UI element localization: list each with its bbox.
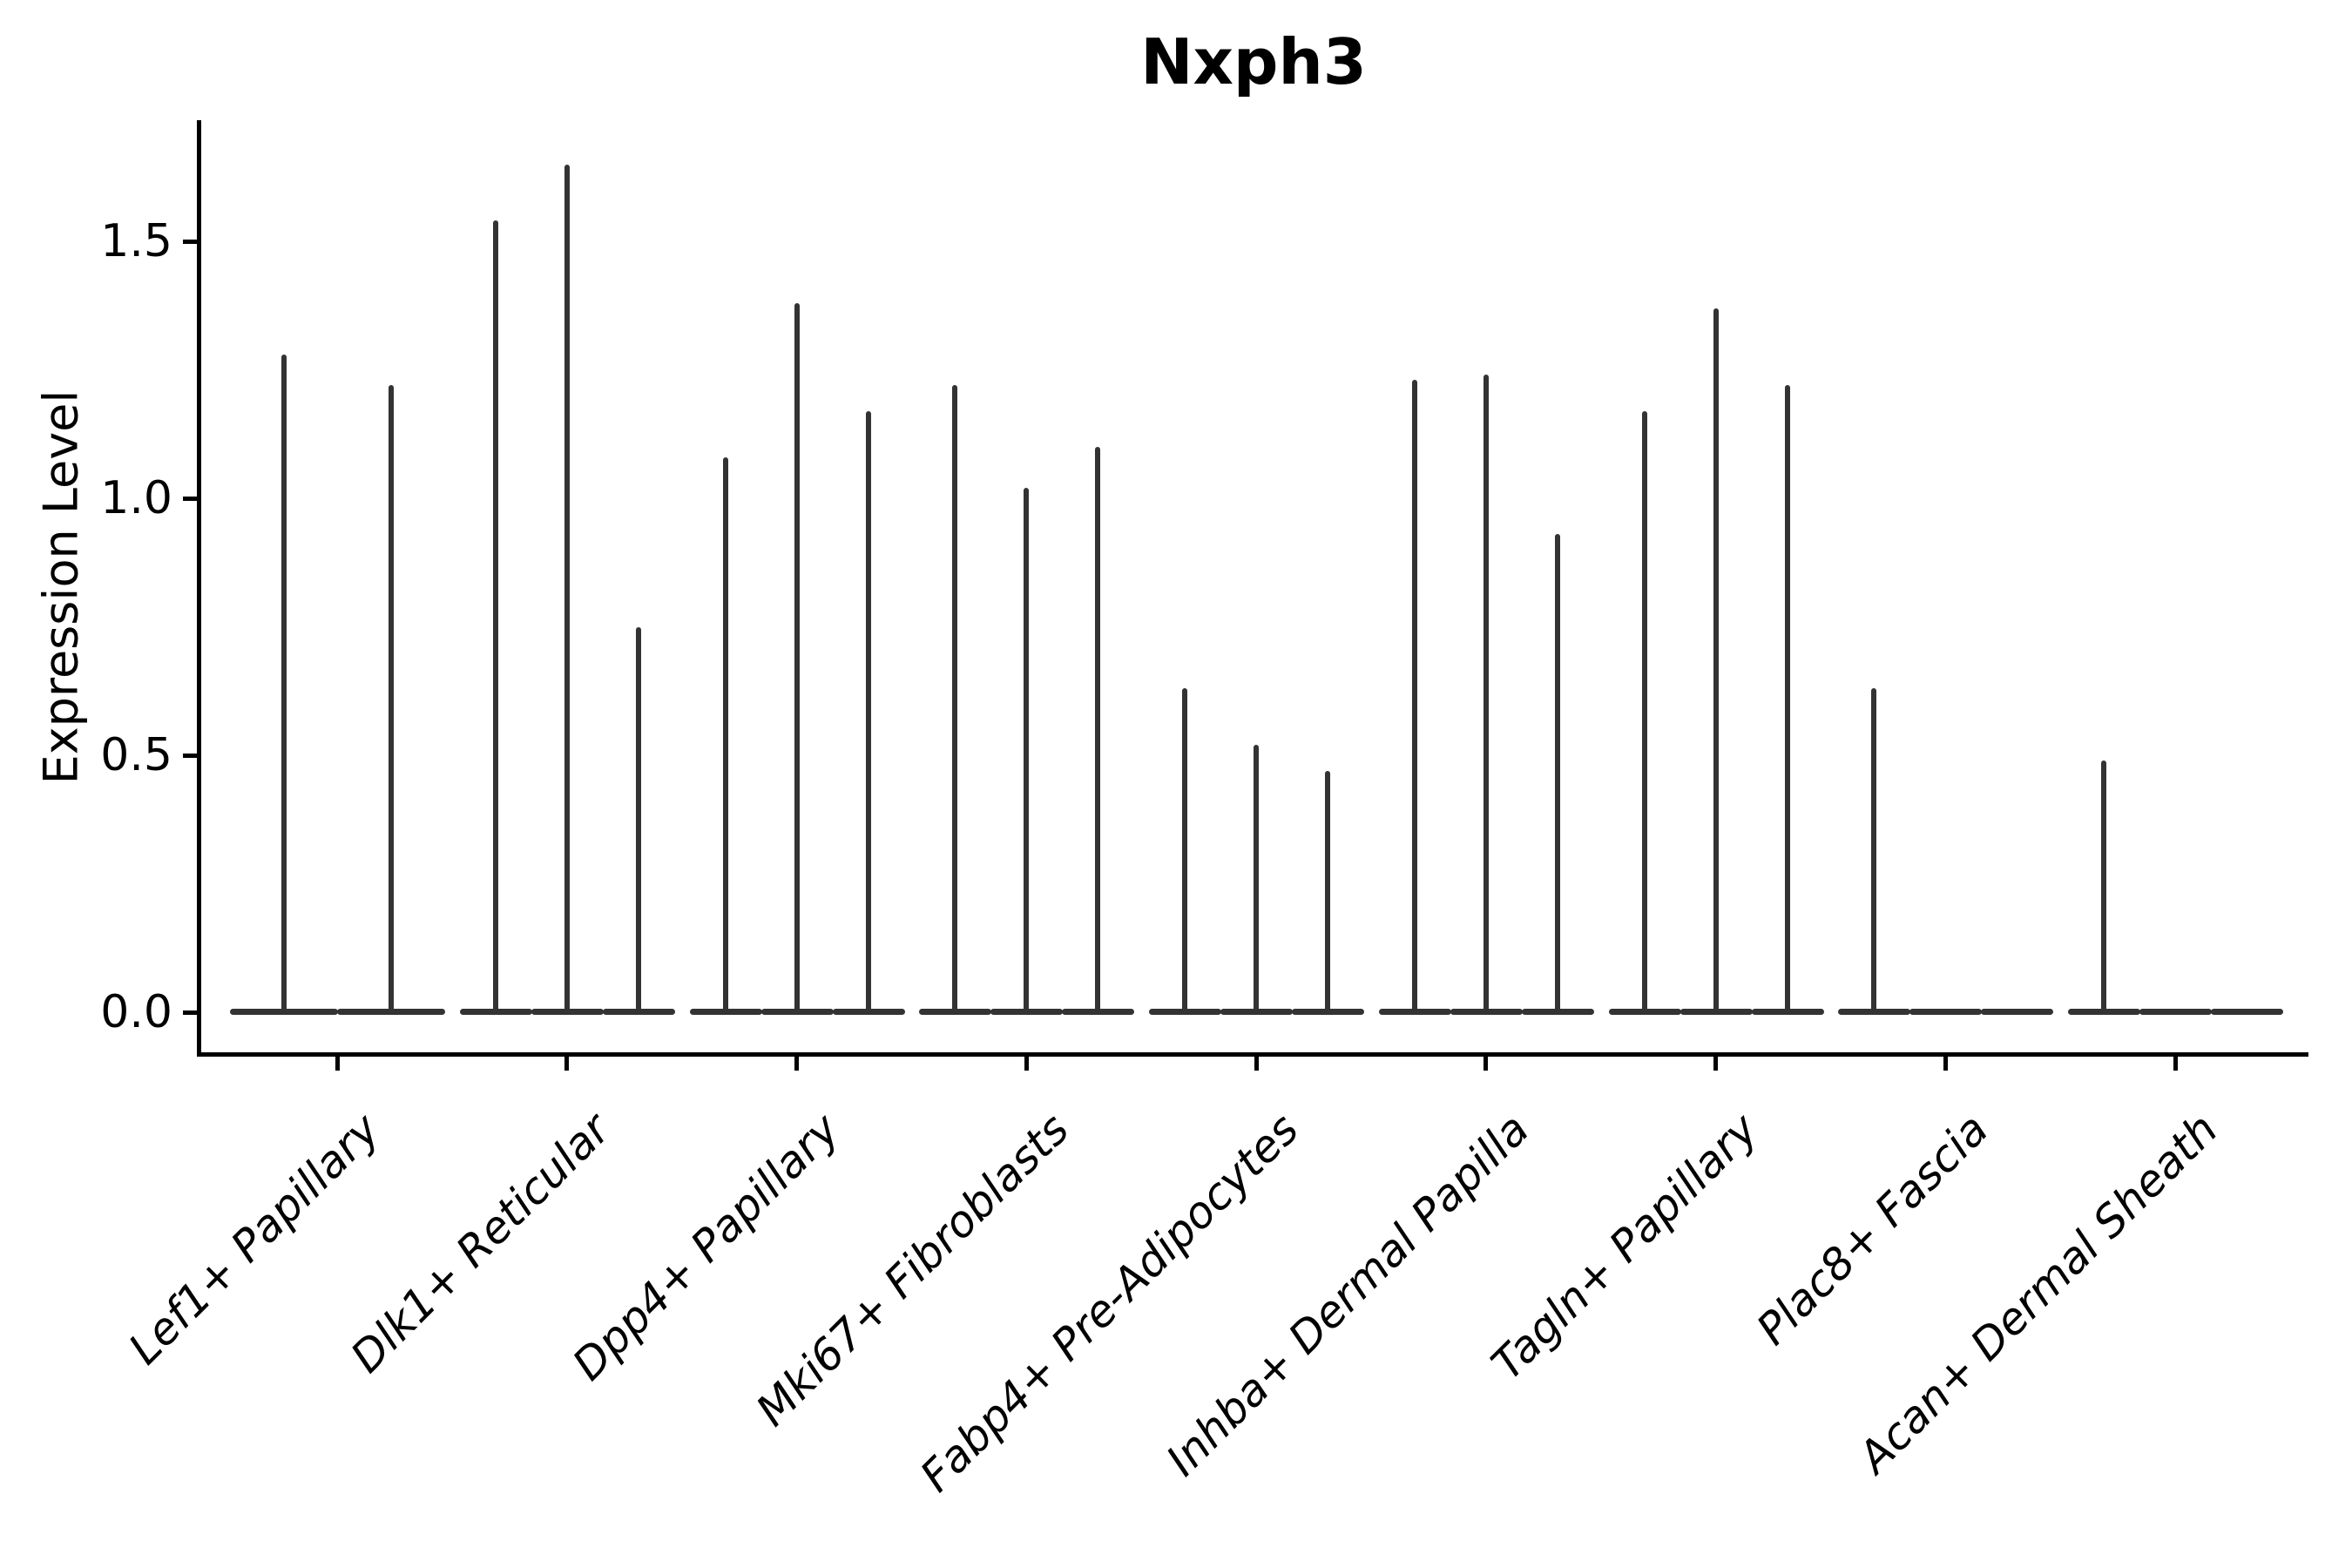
x-tick-mark xyxy=(2173,1057,2178,1071)
violin-spike xyxy=(1024,488,1030,1014)
y-tick-mark xyxy=(183,496,197,501)
violin-spike xyxy=(1325,770,1330,1014)
x-tick-mark xyxy=(1713,1057,1718,1071)
y-tick-mark xyxy=(183,753,197,758)
violin-spike xyxy=(952,385,958,1014)
violin-spike xyxy=(1411,380,1417,1014)
violin-spike xyxy=(2101,760,2106,1014)
violin-spike xyxy=(388,385,394,1014)
y-tick-label: 0.5 xyxy=(100,729,172,781)
y-tick-mark xyxy=(183,239,197,244)
violin-spike xyxy=(1182,688,1187,1014)
violin-spike xyxy=(794,302,800,1014)
x-tick-mark xyxy=(794,1057,799,1071)
violin-spike xyxy=(280,354,287,1014)
violin-spike xyxy=(1483,375,1489,1014)
y-tick-mark xyxy=(183,1010,197,1015)
x-tick-label: Fabp4+ Pre-Adipocytes xyxy=(910,1104,1309,1502)
violin-spike xyxy=(1554,534,1560,1014)
violin-spike xyxy=(722,456,728,1014)
y-tick-label: 1.0 xyxy=(100,472,172,524)
x-tick-mark xyxy=(1254,1057,1259,1071)
violin-spike xyxy=(1254,745,1259,1014)
violin-base xyxy=(1981,1009,2054,1015)
y-tick-label: 0.0 xyxy=(100,986,172,1038)
violin-spike xyxy=(1784,385,1790,1014)
y-axis-label: Expression Level xyxy=(33,389,89,785)
violin-spike xyxy=(564,164,570,1014)
violin-spike xyxy=(635,626,641,1014)
x-tick-mark xyxy=(1024,1057,1029,1071)
violin-base xyxy=(2139,1009,2212,1015)
x-tick-label: Lef1+ Papillary xyxy=(118,1104,390,1375)
x-tick-mark xyxy=(564,1057,570,1071)
violin-spike xyxy=(1095,447,1101,1014)
violin-spike xyxy=(492,220,498,1014)
x-axis-spine xyxy=(197,1052,2308,1057)
violin-spike xyxy=(865,410,871,1014)
y-tick-label: 1.5 xyxy=(100,215,172,267)
x-tick-label: Plac8+ Fascia xyxy=(1747,1104,1998,1355)
x-tick-mark xyxy=(335,1057,340,1071)
violin-base xyxy=(1909,1009,1983,1015)
x-tick-mark xyxy=(1943,1057,1948,1071)
violin-spike xyxy=(1641,410,1647,1014)
violin-spike xyxy=(1871,688,1877,1014)
chart-title: Nxph3 xyxy=(1140,25,1367,98)
y-axis-spine xyxy=(197,120,201,1057)
x-tick-mark xyxy=(1484,1057,1489,1071)
violin-spike xyxy=(1713,308,1719,1014)
x-tick-label: Dlk1+ Reticular xyxy=(341,1104,619,1382)
violin-base xyxy=(2211,1009,2283,1015)
